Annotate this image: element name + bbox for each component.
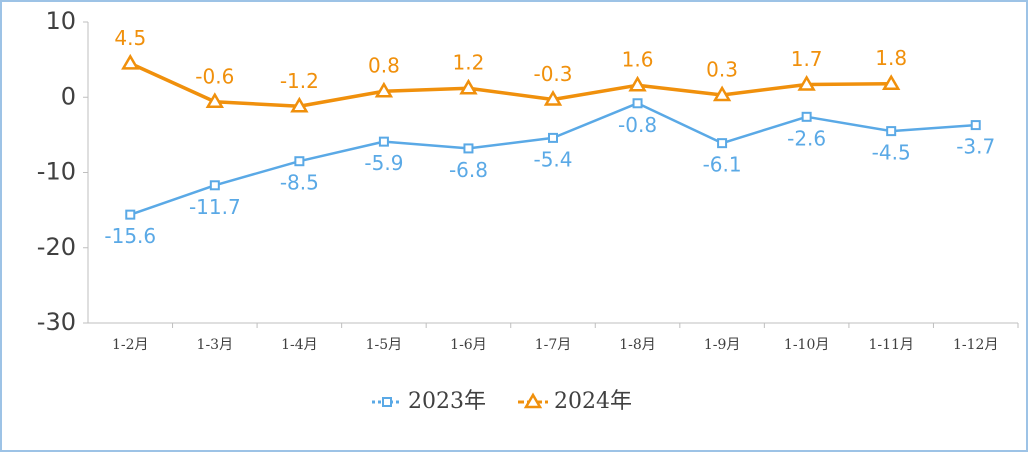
marker bbox=[628, 75, 647, 92]
marker bbox=[378, 136, 389, 147]
data-label: -0.6 bbox=[195, 64, 234, 88]
marker bbox=[125, 209, 136, 220]
y-tick-label: 0 bbox=[61, 82, 76, 110]
data-label: -11.7 bbox=[189, 195, 241, 219]
data-label: -8.5 bbox=[280, 171, 319, 195]
series-line bbox=[129, 61, 892, 109]
marker bbox=[459, 78, 478, 95]
marker bbox=[801, 111, 812, 122]
marker bbox=[374, 81, 394, 98]
data-label: -15.6 bbox=[104, 224, 156, 248]
legend-label: 2023年 bbox=[408, 389, 486, 414]
marker bbox=[463, 143, 474, 154]
x-tick-label: 1-11月 bbox=[868, 337, 913, 353]
marker bbox=[886, 126, 897, 137]
marker bbox=[290, 96, 309, 113]
y-tick-label: -10 bbox=[37, 158, 76, 186]
data-label: -2.6 bbox=[787, 126, 826, 150]
data-label: -5.4 bbox=[533, 147, 572, 171]
marker bbox=[632, 98, 643, 109]
x-tick-label: 1-7月 bbox=[535, 337, 572, 353]
data-label: -1.2 bbox=[280, 69, 319, 93]
y-tick-label: -20 bbox=[37, 233, 76, 261]
x-tick-label: 1-2月 bbox=[112, 337, 149, 353]
data-label: -4.5 bbox=[872, 141, 911, 165]
data-label: -0.8 bbox=[618, 113, 657, 137]
data-label: -0.3 bbox=[533, 62, 572, 86]
marker bbox=[523, 392, 543, 409]
x-tick-label: 1-3月 bbox=[197, 337, 234, 353]
marker bbox=[205, 92, 224, 109]
data-label: -5.9 bbox=[364, 151, 403, 175]
data-label: 0.3 bbox=[706, 57, 738, 81]
y-tick-label: 10 bbox=[45, 7, 76, 35]
data-label: 1.6 bbox=[622, 48, 654, 72]
x-tick-label: 1-9月 bbox=[704, 337, 741, 353]
data-label: 1.2 bbox=[453, 51, 485, 75]
data-label: 1.8 bbox=[875, 46, 907, 70]
marker bbox=[882, 74, 901, 90]
marker bbox=[548, 132, 558, 143]
x-tick-label: 1-5月 bbox=[366, 337, 403, 353]
marker bbox=[970, 120, 981, 131]
data-label: -6.8 bbox=[449, 158, 488, 182]
x-tick-label: 1-12月 bbox=[953, 337, 998, 353]
marker bbox=[543, 90, 563, 106]
legend-label: 2024年 bbox=[554, 389, 632, 414]
data-label: 0.8 bbox=[368, 54, 400, 78]
marker bbox=[121, 53, 140, 70]
marker bbox=[797, 74, 816, 91]
x-tick-label: 1-4月 bbox=[281, 337, 318, 353]
data-label: 4.5 bbox=[114, 26, 146, 50]
marker bbox=[209, 180, 220, 191]
x-tick-label: 1-8月 bbox=[619, 337, 656, 353]
data-label: -3.7 bbox=[956, 135, 995, 159]
marker bbox=[294, 156, 305, 167]
marker bbox=[382, 397, 392, 407]
data-label: 1.7 bbox=[791, 47, 823, 71]
x-tick-label: 1-6月 bbox=[450, 337, 487, 353]
data-label: -6.1 bbox=[703, 153, 742, 177]
marker bbox=[717, 138, 728, 149]
x-tick-label: 1-10月 bbox=[784, 337, 829, 353]
y-tick-label: -30 bbox=[37, 308, 76, 336]
marker bbox=[712, 85, 732, 102]
